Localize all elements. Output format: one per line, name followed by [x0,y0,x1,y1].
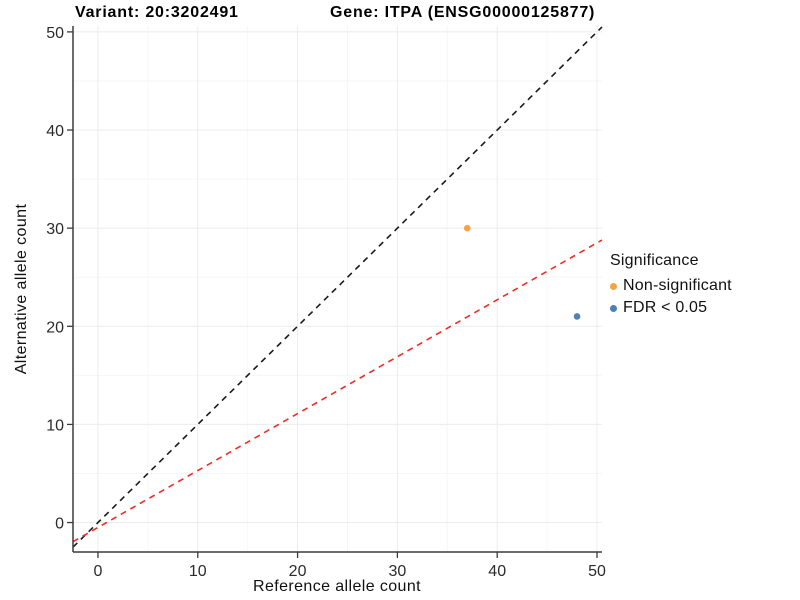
identity-line [72,26,603,548]
y-axis-label: Alternative allele count [13,203,30,375]
x-axis-tick-label: 50 [588,563,606,580]
x-axis-tick-label: 0 [93,563,102,580]
legend-title: Significance [610,252,699,269]
data-point [463,224,471,232]
legend-dot-icon [610,282,617,290]
x-axis-tick-label: 40 [488,563,506,580]
legend-dot-icon [610,304,617,312]
x-axis-tick-label: 30 [388,563,406,580]
y-axis-tick-label: 30 [46,221,64,238]
x-axis-tick-label: 10 [189,563,207,580]
y-axis-tick-label: 50 [46,25,64,42]
y-axis-tick-label: 0 [55,516,64,533]
x-axis-label: Reference allele count [252,578,422,595]
legend-item: FDR < 0.05 [610,297,732,319]
y-axis-tick-label: 10 [46,417,64,434]
data-point [573,313,581,320]
expected-ratio-line [72,239,603,543]
legend-item: Non-significant [610,275,732,297]
legend-item-label: FDR < 0.05 [623,299,708,316]
y-axis-tick-label: 20 [46,319,64,336]
plot-title-gene: Gene: ITPA (ENSG00000125877) [330,4,596,21]
x-axis-tick-label: 20 [289,563,307,580]
plot-title-variant: Variant: 20:3202491 [75,4,239,21]
legend-item-label: Non-significant [623,277,732,294]
y-axis-tick-label: 40 [46,123,64,140]
legend: Significance Non-significant FDR < 0.05 [610,252,732,319]
legend-items: Non-significant FDR < 0.05 [610,275,732,319]
